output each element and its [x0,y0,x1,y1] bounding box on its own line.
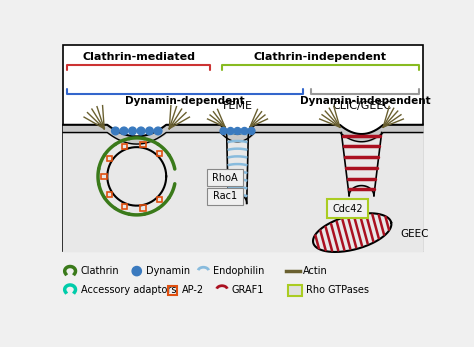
Text: Dynamin-dependent: Dynamin-dependent [126,95,245,105]
Bar [122,204,127,209]
Text: Rho GTPases: Rho GTPases [306,285,369,295]
Bar [107,156,112,161]
Text: Actin: Actin [303,266,328,276]
Circle shape [111,127,119,135]
FancyBboxPatch shape [328,200,368,218]
Bar [157,196,163,202]
Text: GEEC: GEEC [400,229,429,239]
Text: Clathrin: Clathrin [81,266,119,276]
FancyBboxPatch shape [207,188,243,205]
Text: Clathrin-mediated: Clathrin-mediated [82,52,195,62]
Circle shape [248,127,255,134]
Bar [107,192,112,197]
Text: Accessory adaptors: Accessory adaptors [81,285,176,295]
Circle shape [227,127,234,134]
Bar [101,174,107,179]
Bar [288,285,302,296]
Text: Clathrin-independent: Clathrin-independent [254,52,387,62]
Text: Rac1: Rac1 [213,192,237,201]
Bar [140,205,146,211]
Bar [168,286,177,295]
Bar [63,45,423,251]
Text: Dynamin: Dynamin [146,266,190,276]
Text: RhoA: RhoA [212,173,238,183]
Circle shape [241,127,248,134]
Circle shape [234,127,241,134]
Text: AP-2: AP-2 [182,285,204,295]
Bar [122,144,127,149]
Circle shape [137,127,145,135]
Text: Cdc42: Cdc42 [332,204,363,214]
Bar [157,151,163,156]
Bar [63,260,423,309]
Circle shape [120,127,128,135]
Text: GRAF1: GRAF1 [231,285,264,295]
Text: CLIC/GEEC: CLIC/GEEC [332,101,391,111]
FancyBboxPatch shape [207,169,243,186]
Text: FEME: FEME [222,101,253,111]
Circle shape [128,127,137,135]
Circle shape [220,127,227,134]
Bar [140,142,146,147]
Circle shape [154,127,162,135]
Circle shape [132,266,141,276]
Text: Endophilin: Endophilin [213,266,264,276]
Circle shape [146,127,154,135]
Text: Dynamin-independent: Dynamin-independent [300,95,430,105]
